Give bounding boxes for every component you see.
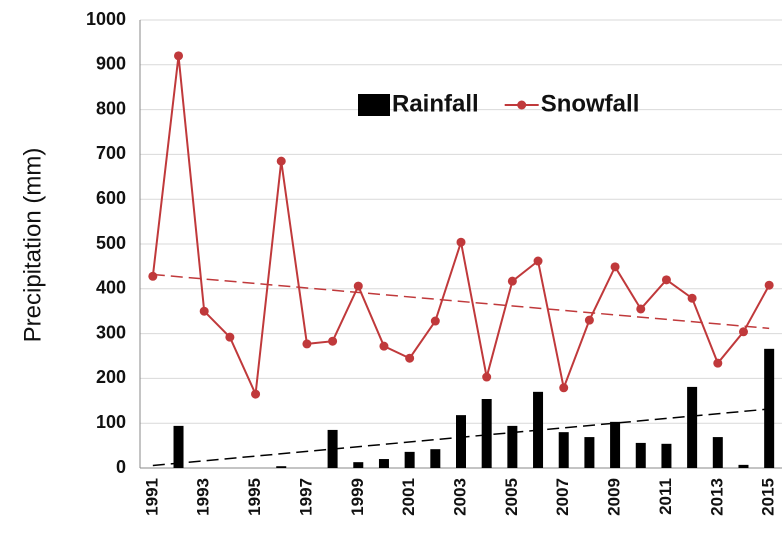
bar [661, 443, 672, 468]
marker [199, 306, 209, 316]
marker [276, 156, 286, 166]
legend-label: Snowfall [541, 90, 640, 117]
trendline [152, 273, 770, 330]
bar [558, 432, 569, 468]
x-tick-label: 2009 [605, 478, 624, 516]
marker [738, 327, 748, 337]
bar [430, 449, 441, 468]
y-tick-label: 900 [96, 54, 126, 74]
marker [661, 275, 671, 285]
y-axis-label: Precipitation (mm) [19, 148, 46, 343]
y-tick-label: 700 [96, 143, 126, 163]
bar [738, 464, 749, 468]
marker [353, 281, 363, 291]
x-tick-label: 2003 [450, 478, 469, 516]
marker [559, 383, 569, 393]
bar [687, 386, 698, 468]
x-tick-label: 1999 [348, 478, 367, 516]
marker [225, 332, 235, 342]
x-tick-label: 1997 [296, 478, 315, 516]
x-tick-label: 2011 [656, 478, 675, 515]
y-tick-label: 300 [96, 322, 126, 342]
x-tick-label: 2007 [553, 478, 572, 516]
legend-label: Rainfall [392, 90, 479, 117]
marker [533, 256, 543, 266]
marker [764, 280, 774, 290]
bar [507, 425, 518, 468]
legend-swatch [358, 94, 390, 116]
x-tick-label: 2013 [707, 478, 726, 516]
marker [687, 293, 697, 303]
bar [635, 442, 646, 468]
bar [712, 437, 723, 468]
bar [276, 466, 287, 468]
x-tick-label: 1993 [194, 478, 213, 516]
marker [482, 372, 492, 382]
marker [405, 353, 415, 363]
y-tick-label: 200 [96, 367, 126, 387]
bar [378, 459, 389, 468]
y-tick-label: 400 [96, 278, 126, 298]
marker [251, 389, 261, 399]
bar [481, 399, 492, 468]
bar [353, 462, 364, 468]
bar [456, 415, 466, 468]
marker [148, 271, 158, 281]
x-tick-label: 1991 [142, 478, 161, 516]
bar [610, 421, 621, 468]
marker [507, 276, 517, 286]
y-tick-label: 1000 [86, 9, 126, 29]
x-tick-label: 2005 [502, 478, 521, 516]
bar [173, 425, 184, 468]
marker [610, 262, 620, 272]
marker [174, 51, 184, 61]
marker [713, 358, 723, 368]
y-tick-label: 500 [96, 233, 126, 253]
bar [764, 348, 775, 468]
x-tick-label: 1995 [245, 478, 264, 516]
bar [404, 451, 415, 468]
marker [456, 237, 466, 247]
y-tick-label: 100 [96, 412, 126, 432]
x-tick-label: 2001 [399, 478, 418, 516]
marker [328, 336, 338, 346]
y-tick-label: 0 [116, 457, 126, 477]
marker [584, 315, 594, 325]
marker [430, 316, 440, 326]
marker [636, 304, 646, 314]
marker [379, 341, 389, 351]
legend-swatch [517, 100, 527, 110]
trendline [152, 408, 770, 467]
marker [302, 339, 312, 349]
y-tick-label: 600 [96, 188, 126, 208]
bar [584, 437, 595, 468]
y-tick-label: 800 [96, 98, 126, 118]
x-tick-label: 2015 [759, 478, 778, 516]
